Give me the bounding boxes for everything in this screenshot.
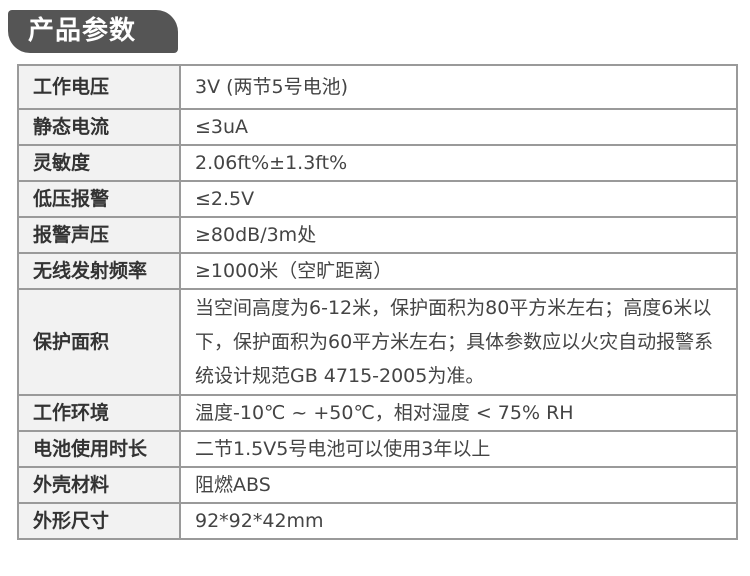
spec-value: 3V (两节5号电池) <box>179 64 738 110</box>
spec-label: 工作环境 <box>17 394 181 432</box>
section-title: 产品参数 <box>8 10 178 53</box>
spec-label: 保护面积 <box>17 288 181 396</box>
table-row: 保护面积 当空间高度为6-12米，保护面积为80平方米左右；高度6米以下，保护面积… <box>17 288 738 396</box>
spec-value: ≤2.5V <box>179 180 738 218</box>
spec-value: 当空间高度为6-12米，保护面积为80平方米左右；高度6米以下，保护面积为60平… <box>179 288 738 396</box>
spec-value: 阻燃ABS <box>179 466 738 504</box>
table-row: 工作电压 3V (两节5号电池) <box>17 64 738 110</box>
table-row: 低压报警 ≤2.5V <box>17 180 738 218</box>
spec-value: 温度-10℃ ~ +50℃，相对湿度 < 75% RH <box>179 394 738 432</box>
spec-label: 外壳材料 <box>17 466 181 504</box>
spec-label: 外形尺寸 <box>17 502 181 540</box>
spec-value: 2.06ft%±1.3ft% <box>179 144 738 182</box>
spec-value: 92*92*42mm <box>179 502 738 540</box>
spec-label: 电池使用时长 <box>17 430 181 468</box>
spec-value: 二节1.5V5号电池可以使用3年以上 <box>179 430 738 468</box>
table-row: 工作环境 温度-10℃ ~ +50℃，相对湿度 < 75% RH <box>17 394 738 432</box>
spec-value: ≥1000米（空旷距离） <box>179 252 738 290</box>
spec-value: ≤3uA <box>179 108 738 146</box>
table-row: 外形尺寸 92*92*42mm <box>17 502 738 540</box>
table-row: 灵敏度 2.06ft%±1.3ft% <box>17 144 738 182</box>
spec-label: 低压报警 <box>17 180 181 218</box>
spec-table: 工作电压 3V (两节5号电池) 静态电流 ≤3uA 灵敏度 2.06ft%±1.3ft%… <box>17 64 738 540</box>
table-row: 报警声压 ≥80dB/3m处 <box>17 216 738 254</box>
spec-label: 静态电流 <box>17 108 181 146</box>
spec-label: 灵敏度 <box>17 144 181 182</box>
table-row: 无线发射频率 ≥1000米（空旷距离） <box>17 252 738 290</box>
spec-label: 报警声压 <box>17 216 181 254</box>
table-row: 外壳材料 阻燃ABS <box>17 466 738 504</box>
table-row: 静态电流 ≤3uA <box>17 108 738 146</box>
spec-label: 工作电压 <box>17 64 181 110</box>
table-row: 电池使用时长 二节1.5V5号电池可以使用3年以上 <box>17 430 738 468</box>
spec-label: 无线发射频率 <box>17 252 181 290</box>
spec-value: ≥80dB/3m处 <box>179 216 738 254</box>
